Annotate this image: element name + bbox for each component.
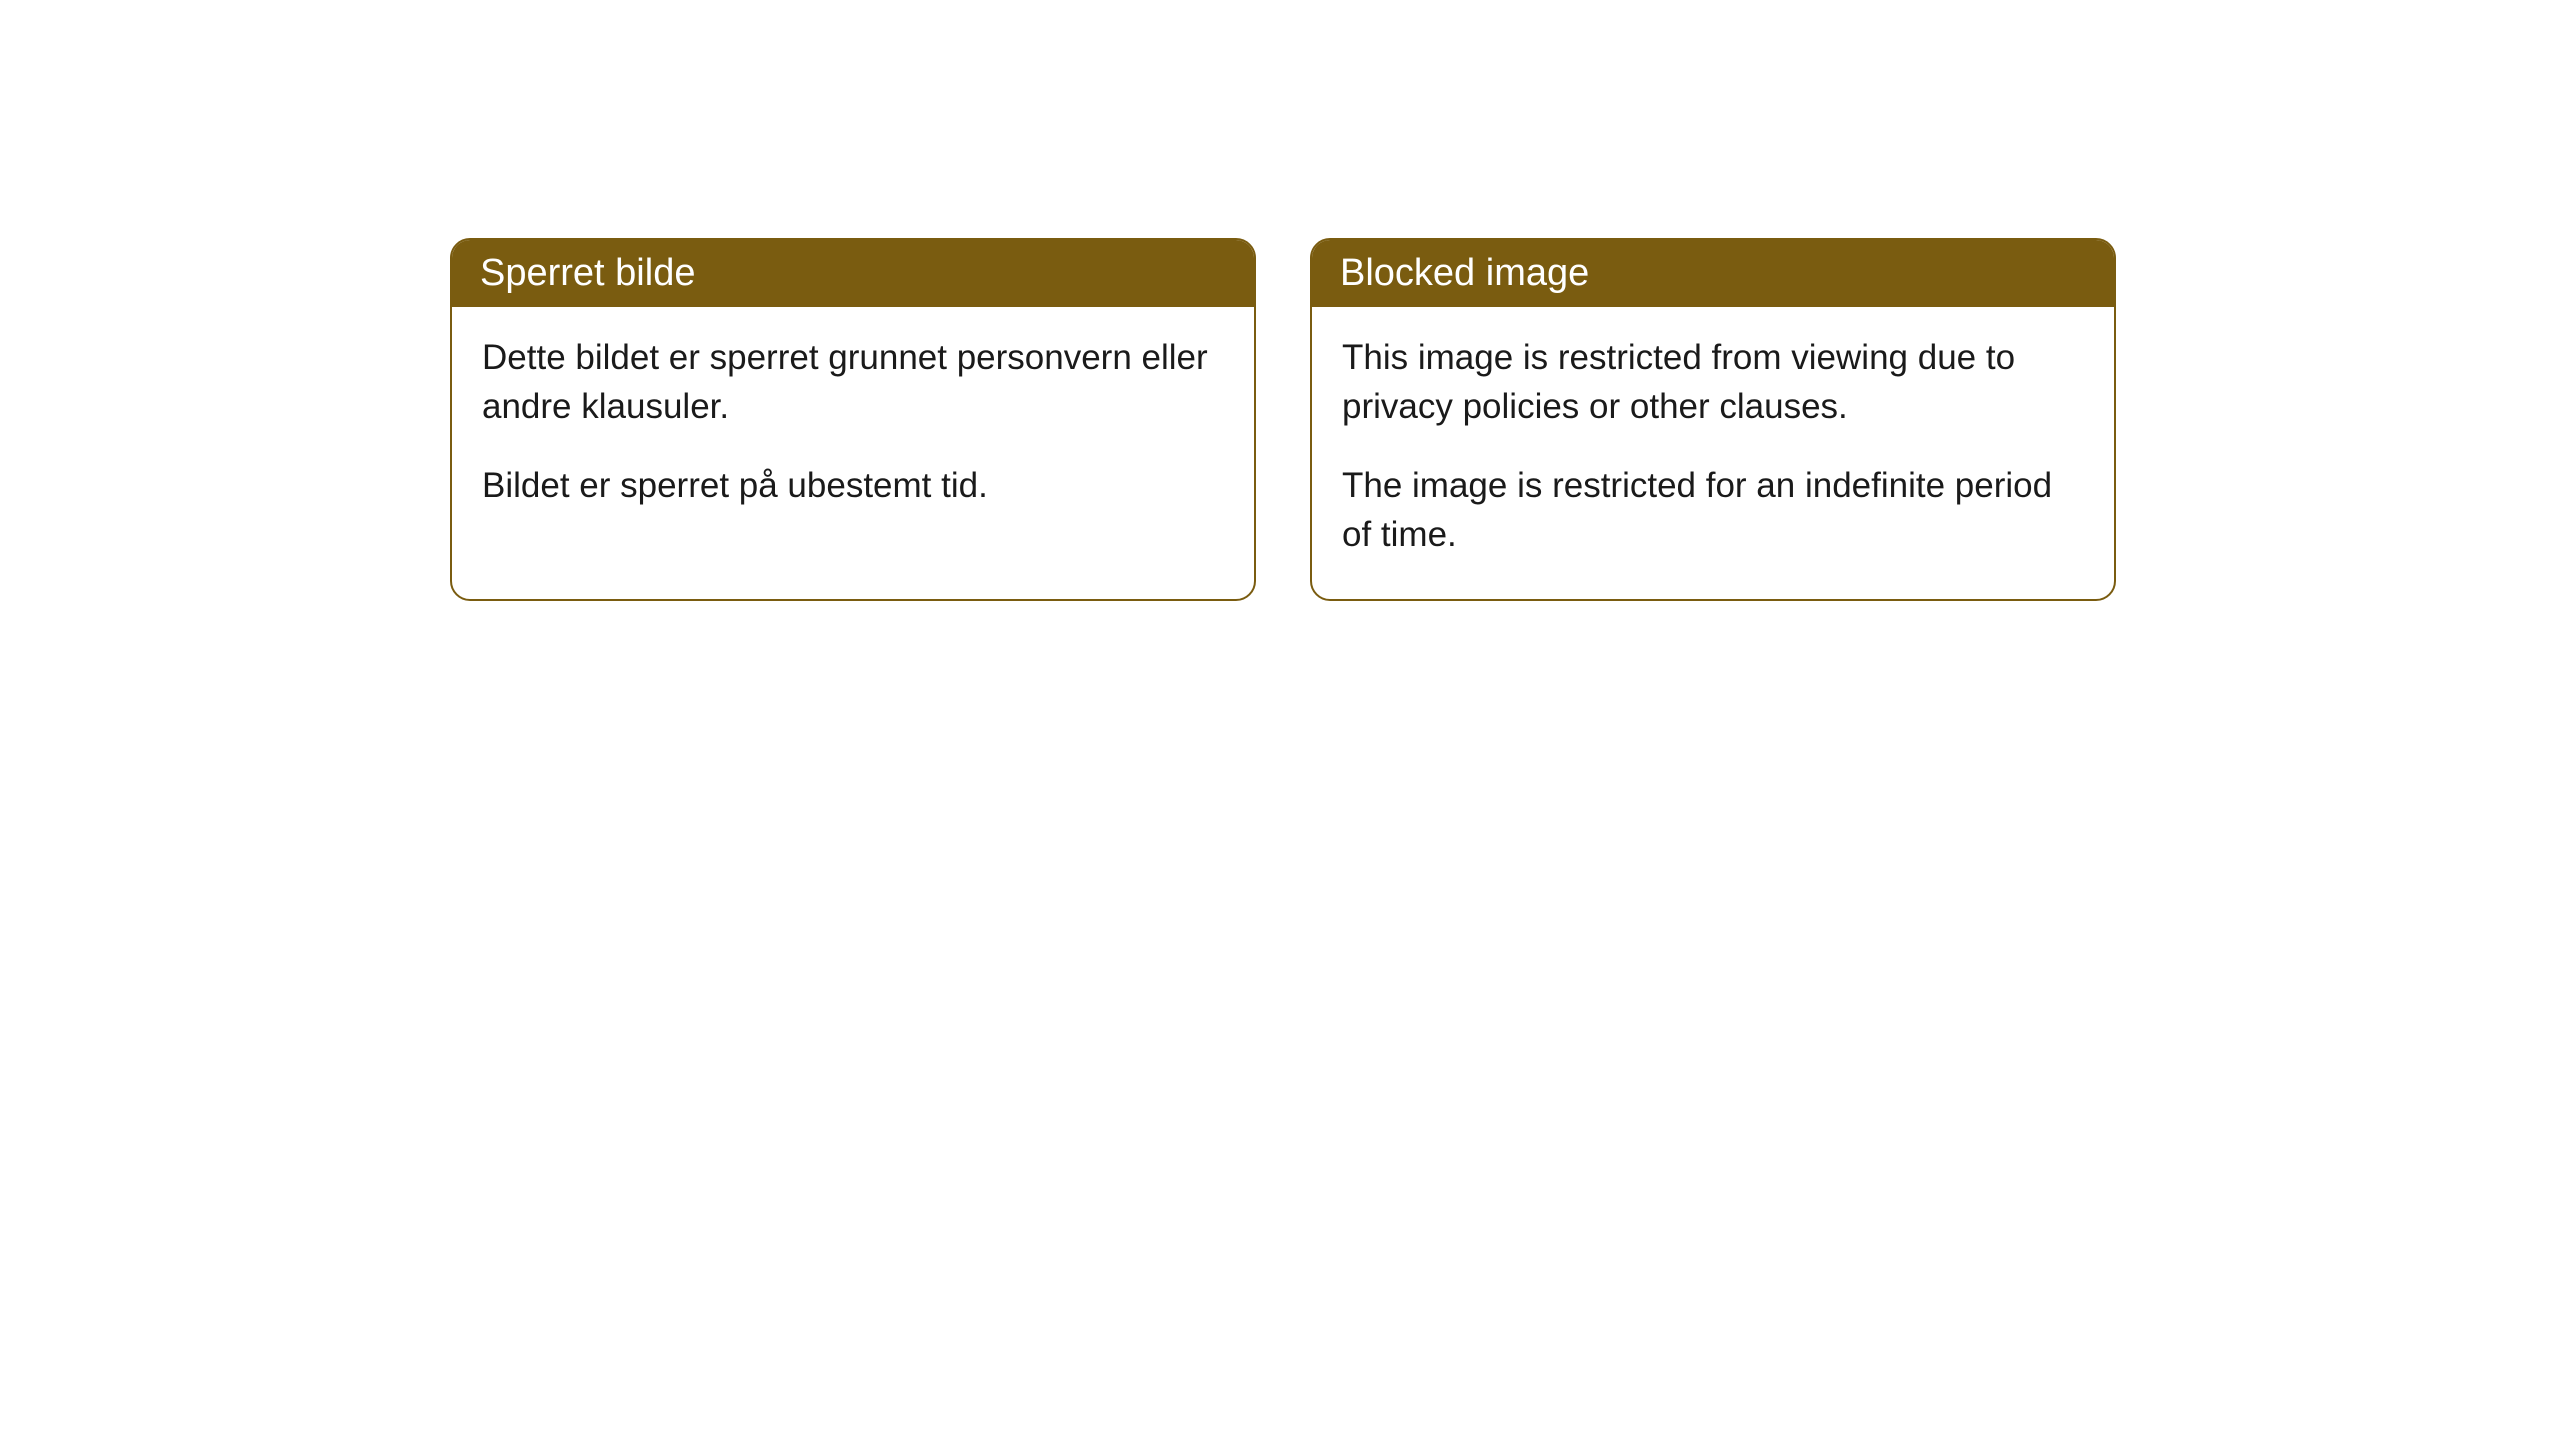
notice-cards-container: Sperret bilde Dette bildet er sperret gr… bbox=[450, 238, 2116, 601]
card-paragraph: The image is restricted for an indefinit… bbox=[1342, 461, 2084, 559]
card-body-english: This image is restricted from viewing du… bbox=[1312, 307, 2114, 599]
notice-card-norwegian: Sperret bilde Dette bildet er sperret gr… bbox=[450, 238, 1256, 601]
card-paragraph: This image is restricted from viewing du… bbox=[1342, 333, 2084, 431]
card-paragraph: Bildet er sperret på ubestemt tid. bbox=[482, 461, 1224, 510]
card-header-norwegian: Sperret bilde bbox=[452, 240, 1254, 307]
card-paragraph: Dette bildet er sperret grunnet personve… bbox=[482, 333, 1224, 431]
card-body-norwegian: Dette bildet er sperret grunnet personve… bbox=[452, 307, 1254, 550]
card-header-english: Blocked image bbox=[1312, 240, 2114, 307]
notice-card-english: Blocked image This image is restricted f… bbox=[1310, 238, 2116, 601]
